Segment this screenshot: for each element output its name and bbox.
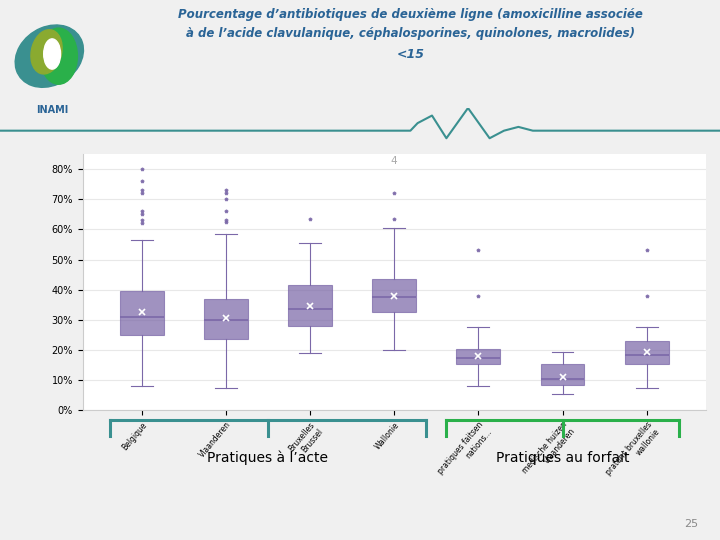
Text: <15: <15 — [397, 48, 424, 60]
Text: INAMI: INAMI — [36, 105, 68, 115]
Ellipse shape — [44, 39, 60, 69]
PathPatch shape — [204, 299, 248, 340]
Ellipse shape — [40, 28, 78, 84]
Text: Pratiques au forfait: Pratiques au forfait — [496, 451, 629, 465]
PathPatch shape — [456, 348, 500, 363]
PathPatch shape — [288, 285, 332, 326]
PathPatch shape — [372, 279, 416, 312]
Ellipse shape — [15, 25, 84, 87]
Text: Pratiques à l’acte: Pratiques à l’acte — [207, 451, 328, 465]
Text: à de l’acide clavulanique, céphalosporines, quinolones, macrolides): à de l’acide clavulanique, céphalosporin… — [186, 27, 635, 40]
Text: Pourcentage d’antibiotiques de deuxième ligne (amoxicilline associée: Pourcentage d’antibiotiques de deuxième … — [178, 8, 643, 21]
PathPatch shape — [541, 363, 585, 384]
PathPatch shape — [120, 291, 163, 335]
Text: 25: 25 — [684, 519, 698, 529]
Text: 4: 4 — [391, 157, 397, 166]
PathPatch shape — [625, 341, 669, 363]
Ellipse shape — [31, 30, 62, 74]
